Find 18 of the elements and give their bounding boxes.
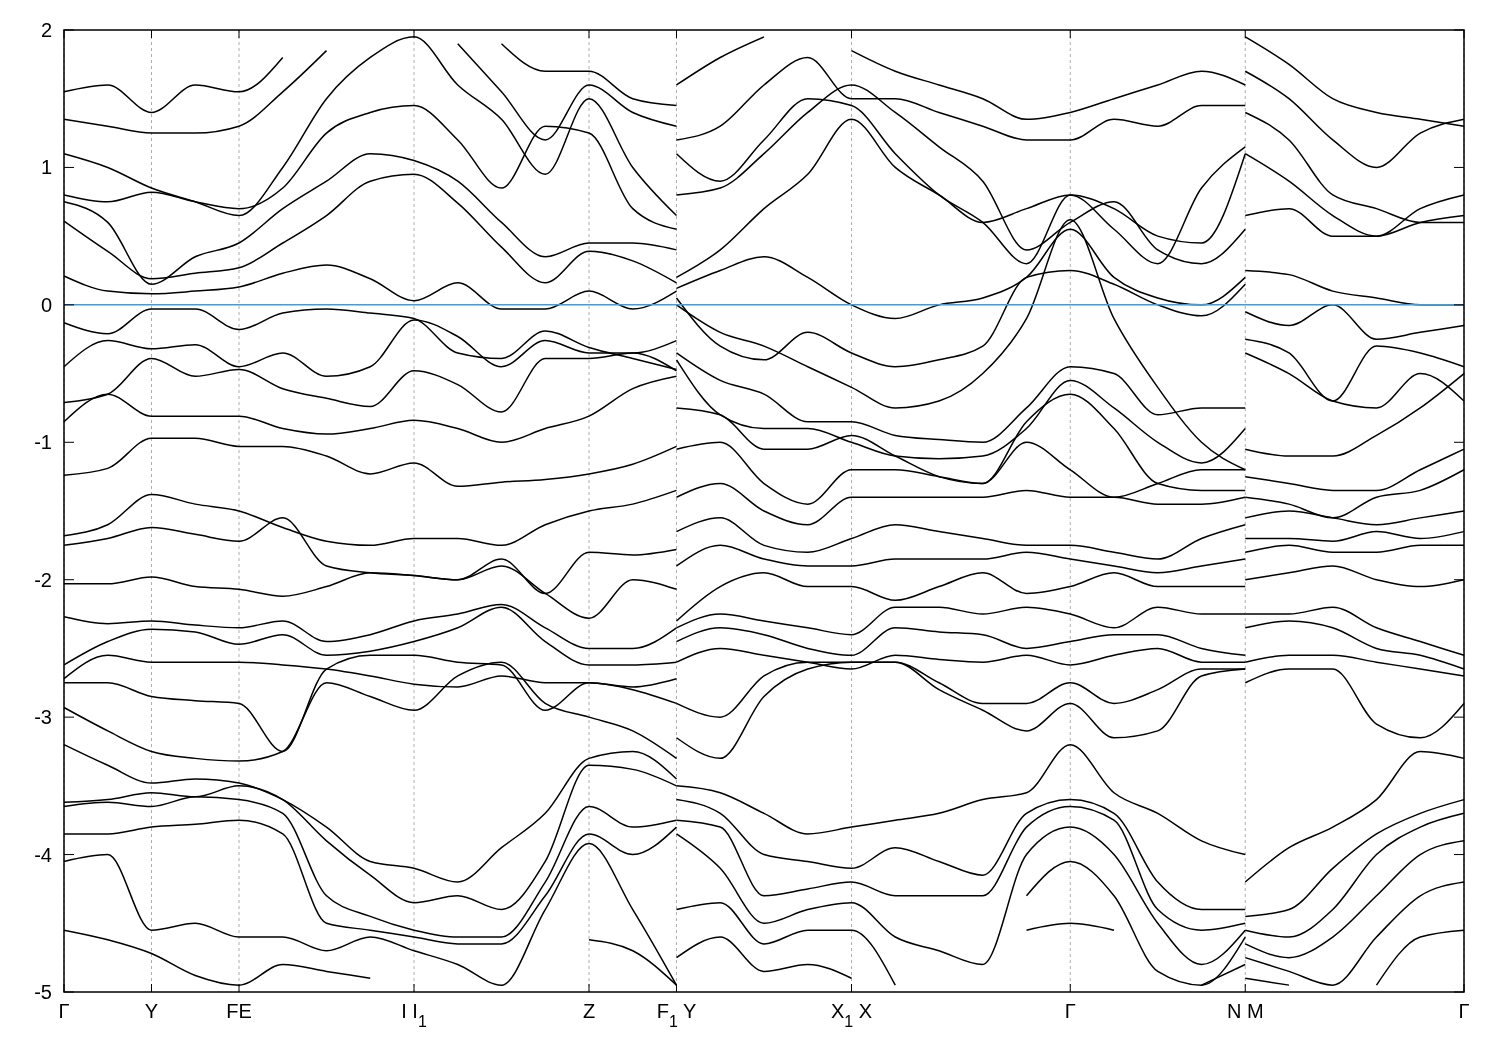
y-tick-label: 0 [40, 293, 52, 316]
y-tick-label: 2 [40, 19, 52, 41]
x-tick-label: I I$_{1}$ [401, 1000, 427, 1030]
x-tick-label: Γ [1064, 1000, 1076, 1022]
y-tick-label: -3 [34, 706, 52, 729]
x-tick-label: Γ [58, 1000, 70, 1022]
y-tick-label: -2 [34, 568, 52, 591]
x-tick-label: Y [144, 1000, 159, 1022]
x-tick-label: F$_{1}$ Y [656, 1000, 697, 1030]
y-tick-label: 1 [40, 156, 52, 179]
y-tick-label: -5 [34, 981, 52, 1003]
x-tick-label: FE [226, 1000, 252, 1022]
x-tick-label: Z [582, 1000, 596, 1022]
x-tick-label: Γ [1458, 1000, 1470, 1022]
y-tick-label: -4 [34, 843, 52, 866]
x-tick-label: N M [1226, 1000, 1264, 1022]
x-tick-label: X$_{1}$ X [830, 1000, 873, 1030]
y-tick-label: -1 [34, 431, 52, 454]
